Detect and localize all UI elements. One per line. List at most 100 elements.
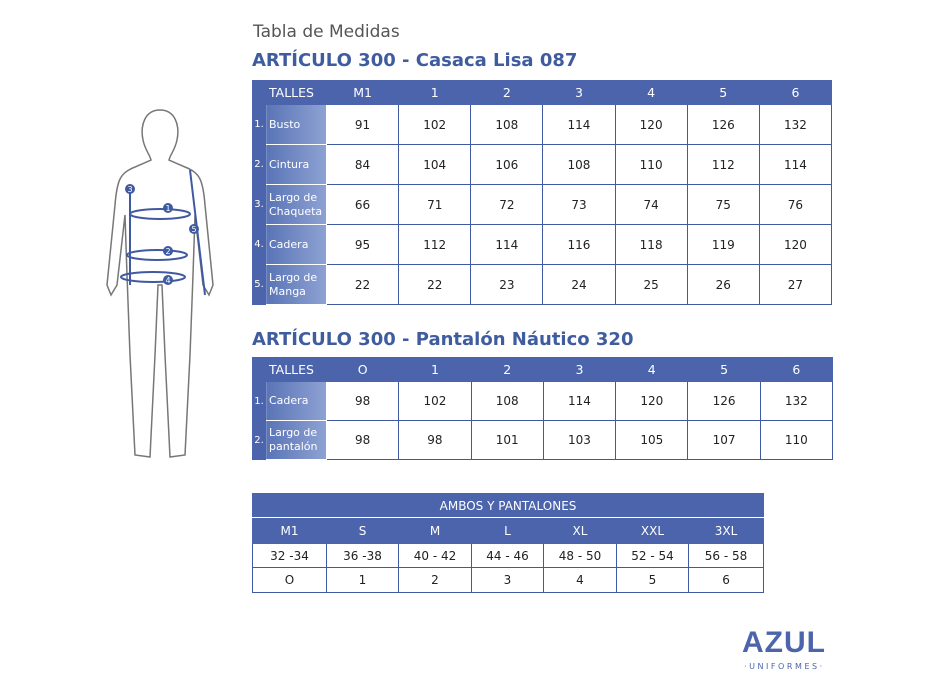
size-number: 6 [687,567,765,593]
cell-value: 98 [398,420,472,460]
row-number: 1. [252,381,266,421]
size-header: O [325,357,400,382]
cell-value: 22 [398,264,472,305]
cell-value: 114 [542,381,617,421]
cell-value: 98 [325,381,400,421]
cell-value: 105 [615,420,689,460]
marker-1: 1 [165,204,170,213]
cell-value: 110 [759,420,834,460]
size-number: 1 [326,567,399,593]
size-header: 5 [687,357,761,382]
cell-value: 106 [470,144,544,185]
row-label: Cintura [265,144,327,185]
size-header: 1 [398,80,472,105]
cell-value: 75 [686,184,760,225]
row-label: Largo de Chaqueta [265,184,327,225]
cell-value: 118 [614,224,688,265]
cell-value: 126 [686,104,760,145]
size-header: 4 [614,80,688,105]
row-number: 5. [252,264,266,305]
cell-value: 114 [758,144,833,185]
table-row: 2. Cintura 84 104 106 108 110 112 114 [252,144,833,185]
table-row: 4. Cadera 95 112 114 116 118 119 120 [252,224,833,265]
table-row: 5. Largo de Manga 22 22 23 24 25 26 27 [252,264,833,305]
cell-value: 108 [470,104,544,145]
size-range: 40 - 42 [398,543,472,568]
table2: TALLES O 1 2 3 4 5 6 1. Cadera 98 102 108 114 120 126 13… [252,357,834,460]
size-header: 4 [615,357,689,382]
logo-subtitle: · U N I F O R M E S · [744,662,823,671]
row-number: 4. [252,224,266,265]
size-number: O [252,567,327,593]
talles-header: TALLES [265,80,327,105]
table1: TALLES M1 1 2 3 4 5 6 1. Busto 91 102 108 114 120 126 13… [252,80,833,305]
cell-value: 114 [470,224,544,265]
table-row: 1. Busto 91 102 108 114 120 126 132 [252,104,833,145]
marker-5: 5 [191,225,196,234]
cell-value: 119 [686,224,760,265]
cell-value: 104 [398,144,472,185]
cell-value: 84 [325,144,400,185]
size-label: L [471,517,544,544]
size-range: 36 -38 [326,543,399,568]
size-header: 3 [542,357,617,382]
table3-title: AMBOS Y PANTALONES [251,493,765,518]
cell-value: 116 [542,224,616,265]
size-range: 52 - 54 [616,543,689,568]
cell-value: 76 [758,184,833,225]
table1-title: ARTÍCULO 300 - Casaca Lisa 087 [252,50,578,71]
size-label: 3XL [687,517,765,544]
table3: AMBOS Y PANTALONES M1 S M L XL XXL 3XL 32 -34 3… [251,493,765,593]
table-row: 3. Largo de Chaqueta 66 71 72 73 74 75 76 [252,184,833,225]
cell-value: 27 [758,264,833,305]
table2-title: ARTÍCULO 300 - Pantalón Náutico 320 [252,329,634,350]
row-label: Cadera [265,381,327,421]
cell-value: 24 [542,264,616,305]
talles-header: TALLES [265,357,327,382]
cell-value: 107 [687,420,761,460]
row-label: Cadera [265,224,327,265]
cell-value: 132 [758,104,833,145]
size-range: 44 - 46 [471,543,544,568]
size-header: 6 [759,357,834,382]
cell-value: 132 [759,381,834,421]
cell-value: 98 [325,420,400,460]
cell-value: 71 [398,184,472,225]
cell-value: 23 [470,264,544,305]
size-header: 2 [470,80,544,105]
size-number: 4 [543,567,617,593]
size-label: M1 [252,517,327,544]
size-header: M1 [325,80,400,105]
size-header: 5 [686,80,760,105]
row-number: 2. [252,420,266,460]
cell-value: 112 [686,144,760,185]
table-row: 1. Cadera 98 102 108 114 120 126 132 [252,381,834,421]
page-heading: Tabla de Medidas [253,22,400,42]
size-range: 32 -34 [252,543,327,568]
logo: AZUL [742,626,826,659]
cell-value: 102 [398,381,472,421]
cell-value: 103 [542,420,617,460]
cell-value: 108 [542,144,616,185]
cell-value: 120 [614,104,688,145]
size-label: XXL [616,517,689,544]
size-header: 1 [398,357,472,382]
cell-value: 25 [614,264,688,305]
cell-value: 74 [614,184,688,225]
row-label: Busto [265,104,327,145]
body-figure: 1 2 3 4 5 [106,109,214,458]
marker-4: 4 [165,276,170,285]
cell-value: 102 [398,104,472,145]
size-label: S [326,517,399,544]
cell-value: 114 [542,104,616,145]
size-label: XL [543,517,617,544]
row-number: 2. [252,144,266,185]
cell-value: 120 [758,224,833,265]
cell-value: 101 [470,420,544,460]
cell-value: 22 [325,264,400,305]
size-number: 5 [616,567,689,593]
table-row: 2. Largo de pantalón 98 98 101 103 105 107 110 [252,420,834,460]
size-label: M [398,517,472,544]
row-label: Largo de Manga [265,264,327,305]
marker-2: 2 [165,247,170,256]
